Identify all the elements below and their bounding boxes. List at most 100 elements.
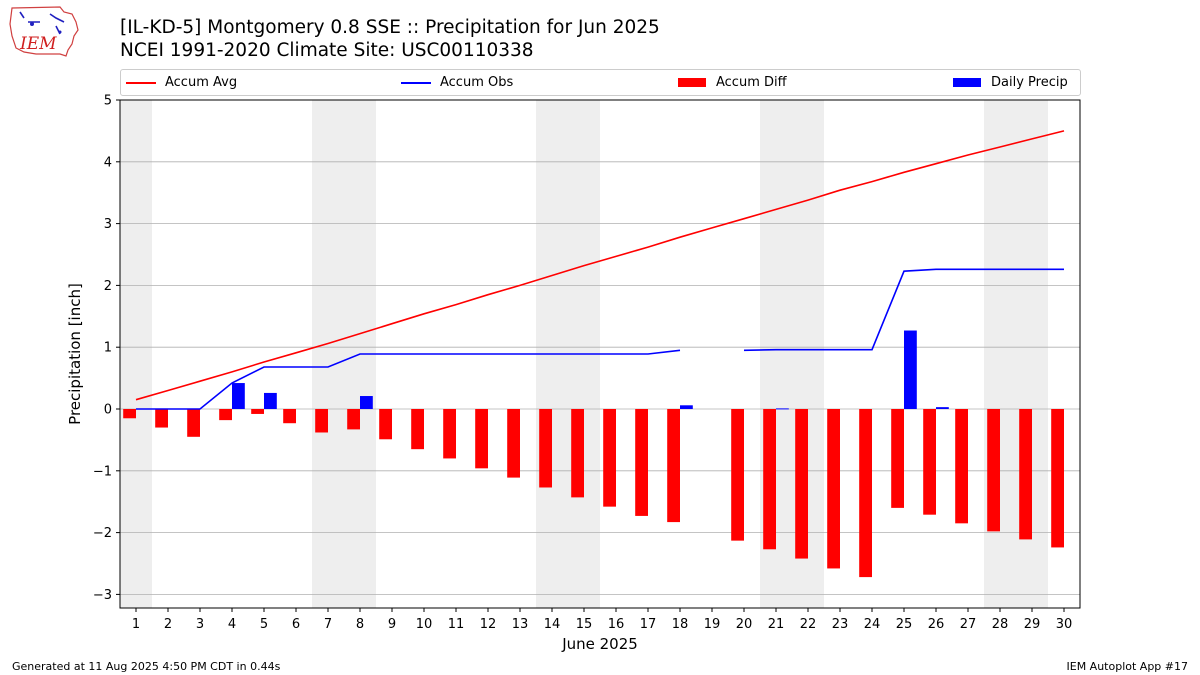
daily-precip-bar: [680, 405, 693, 410]
legend-swatch-accum-diff: [678, 78, 706, 87]
legend-swatch-daily-precip: [953, 78, 981, 87]
accum-diff-bar: [1051, 409, 1064, 548]
legend-label-daily-precip: Daily Precip: [991, 75, 1068, 90]
y-tick-label: −3: [93, 588, 112, 603]
x-tick-label: 19: [704, 617, 721, 632]
legend-item-accum-obs: Accum Obs: [401, 70, 513, 95]
x-tick-label: 7: [324, 617, 332, 632]
accum-diff-bar: [923, 409, 936, 515]
accum-diff-bar: [283, 409, 296, 424]
accum-diff-bar: [987, 409, 1000, 532]
x-tick-label: 1: [132, 617, 140, 632]
daily-precip-bar: [264, 392, 277, 410]
x-tick-label: 23: [832, 617, 849, 632]
y-tick-label: 1: [104, 341, 112, 356]
logo-text: IEM: [19, 34, 57, 54]
accum-diff-bar: [571, 409, 584, 498]
legend-label-accum-avg: Accum Avg: [165, 75, 238, 90]
legend-label-accum-diff: Accum Diff: [716, 75, 787, 90]
chart-title: [IL-KD-5] Montgomery 0.8 SSE :: Precipit…: [120, 17, 660, 38]
plot-frame: [119, 99, 1081, 609]
legend-swatch-accum-avg: [126, 81, 156, 84]
x-tick-label: 14: [544, 617, 561, 632]
daily-precip-bar: [936, 407, 949, 410]
legend-label-accum-obs: Accum Obs: [440, 75, 514, 90]
accum-diff-bar: [123, 409, 136, 419]
accum-diff-bar: [219, 409, 232, 421]
x-tick-label: 11: [448, 617, 465, 632]
iem-logo: IEM: [9, 6, 79, 57]
accum-diff-bar: [891, 409, 904, 508]
y-tick-label: −1: [93, 464, 112, 479]
x-tick-label: 13: [512, 617, 529, 632]
accum-diff-bar: [539, 409, 552, 488]
accum-diff-bar: [603, 409, 616, 507]
x-tick-label: 29: [1024, 617, 1041, 632]
weekend-shade: [984, 100, 1016, 608]
weekend-shade: [312, 100, 344, 608]
x-tick-label: 5: [260, 617, 268, 632]
generated-timestamp: Generated at 11 Aug 2025 4:50 PM CDT in …: [12, 660, 281, 673]
y-tick-label: 0: [104, 403, 112, 418]
accum-diff-bar: [379, 409, 392, 440]
accum-diff-bar: [411, 409, 424, 450]
y-tick-label: 5: [104, 94, 112, 109]
accum-diff-bar: [347, 409, 360, 430]
x-tick-label: 21: [768, 617, 785, 632]
accum-diff-bar: [251, 409, 264, 414]
chart-subtitle: NCEI 1991-2020 Climate Site: USC00110338: [120, 40, 534, 61]
accum-diff-bar: [1019, 409, 1032, 540]
accum-diff-bar: [475, 409, 488, 469]
accum-diff-bar: [827, 409, 840, 569]
daily-precip-bar: [904, 330, 917, 410]
daily-precip-bar: [776, 408, 789, 410]
x-tick-label: 9: [388, 617, 396, 632]
x-tick-label: 24: [864, 617, 881, 632]
accum-diff-bar: [443, 409, 456, 459]
x-tick-label: 17: [640, 617, 657, 632]
legend-item-daily-precip: Daily Precip: [953, 70, 1068, 95]
x-tick-label: 15: [576, 617, 593, 632]
x-tick-label: 3: [196, 617, 204, 632]
x-tick-label: 16: [608, 617, 625, 632]
y-tick-label: −2: [93, 526, 112, 541]
accum-diff-bar: [155, 409, 168, 428]
accum-diff-bar: [187, 409, 200, 437]
daily-precip-bar: [360, 396, 373, 410]
x-tick-label: 28: [992, 617, 1009, 632]
accum-diff-bar: [315, 409, 328, 433]
accum-diff-bar: [763, 409, 776, 550]
accum-diff-bar: [955, 409, 968, 524]
accum-diff-bar: [859, 409, 872, 578]
x-tick-label: 6: [292, 617, 300, 632]
x-tick-label: 20: [736, 617, 753, 632]
chart-legend: Accum Avg Accum Obs Accum Diff Daily Pre…: [120, 69, 1081, 96]
accum-diff-bar: [635, 409, 648, 516]
accum-diff-bar: [507, 409, 520, 478]
x-tick-label: 8: [356, 617, 364, 632]
legend-item-accum-diff: Accum Diff: [678, 70, 787, 95]
x-tick-label: 26: [928, 617, 945, 632]
y-tick-label: 4: [104, 155, 112, 170]
daily-precip-bar: [232, 383, 245, 410]
app-label: IEM Autoplot App #17: [1066, 660, 1189, 673]
x-axis-label: June 2025: [561, 635, 638, 653]
x-tick-label: 25: [896, 617, 913, 632]
x-tick-label: 4: [228, 617, 236, 632]
y-axis-label: Precipitation [inch]: [66, 283, 84, 425]
x-tick-label: 22: [800, 617, 817, 632]
x-tick-label: 12: [480, 617, 497, 632]
accum-obs-line: [743, 268, 1064, 352]
legend-item-accum-avg: Accum Avg: [126, 70, 237, 95]
accum-diff-bar: [795, 409, 808, 559]
x-tick-label: 2: [164, 617, 172, 632]
accum-diff-bar: [731, 409, 744, 541]
accum-diff-bar: [667, 409, 680, 523]
y-tick-label: 3: [104, 217, 112, 232]
x-tick-label: 27: [960, 617, 977, 632]
legend-swatch-accum-obs: [401, 81, 431, 84]
x-tick-label: 10: [416, 617, 433, 632]
accum-avg-line: [135, 130, 1065, 401]
weekend-shade: [120, 100, 152, 608]
